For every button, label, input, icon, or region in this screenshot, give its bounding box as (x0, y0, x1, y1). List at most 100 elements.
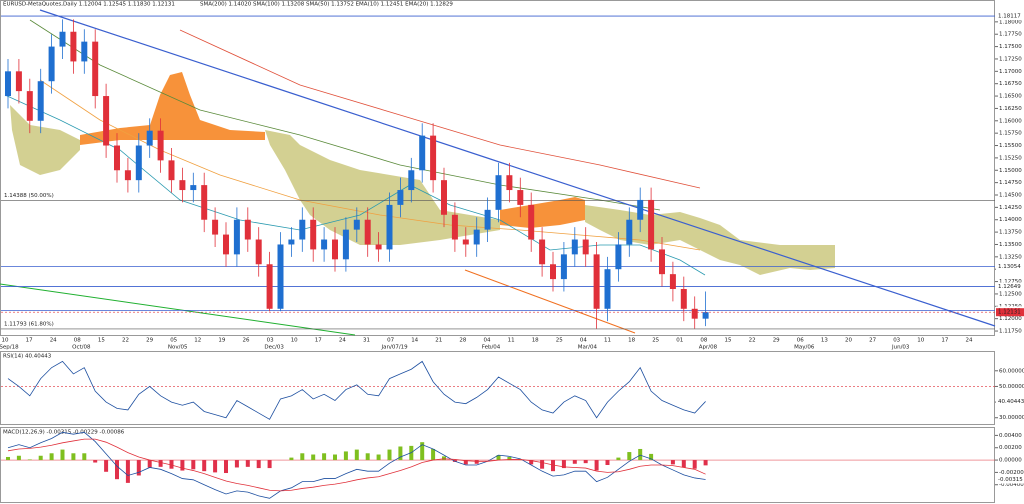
x-tick-label: 10 (291, 338, 298, 344)
y-tick-label: 1.15750 (999, 131, 1022, 137)
histogram-bar (202, 460, 207, 472)
histogram-bar (136, 460, 141, 476)
x-tick-label: 15 (725, 338, 732, 344)
x-tick-label: 17 (26, 338, 33, 344)
candle-body (364, 219, 371, 245)
candle-body (473, 229, 480, 245)
x-tick-label: 11 (604, 338, 611, 344)
candle-body (626, 219, 633, 245)
histogram-bar (322, 453, 327, 461)
indicators: SMA(200) 1.14020 SMA(100) 1.13208 SMA(50… (200, 2, 453, 8)
x-tick-label: 17 (941, 338, 948, 344)
candle-body (615, 244, 622, 270)
trend-line (464, 269, 636, 334)
x-tick-label: 15 (98, 338, 105, 344)
histogram-bar (343, 451, 348, 461)
candle-body (604, 269, 611, 309)
histogram-bar (213, 460, 218, 473)
candle-body (353, 219, 360, 230)
y-tick-label: 1.14250 (999, 205, 1022, 211)
histogram-bar (38, 455, 43, 461)
x-tick-label: 28 (459, 338, 466, 344)
histogram-bar (572, 460, 577, 464)
y-tick-label: 1.13500 (999, 242, 1022, 248)
candle-body (212, 219, 219, 235)
y-tick-label: 1.13250 (999, 254, 1022, 260)
candle-body (691, 308, 698, 319)
x-tick-label: 26 (243, 338, 250, 344)
histogram-bar (191, 460, 196, 470)
histogram-bar (529, 460, 534, 465)
y-tick-label: 60.00000 (999, 368, 1024, 374)
x-month-label: Dec/03 (264, 345, 284, 351)
candle-body (451, 214, 458, 240)
x-tick-label: 03 (267, 338, 274, 344)
y-tick-label: 1.14750 (999, 180, 1022, 186)
cloud (500, 197, 585, 228)
candle-body (430, 135, 437, 181)
x-tick-label: 07 (387, 338, 394, 344)
histogram-bar (507, 456, 512, 461)
histogram-bar (104, 460, 109, 472)
x-tick-label: 18 (628, 338, 635, 344)
y-tick-label: 1.15500 (999, 143, 1022, 149)
histogram-bar (649, 453, 654, 461)
candle-body (288, 239, 295, 245)
x-tick-label: 22 (122, 338, 129, 344)
candle-body (26, 91, 33, 121)
histogram-bar (147, 460, 152, 468)
x-tick-label: 20 (845, 338, 852, 344)
y-tick-label: 1.16500 (999, 94, 1022, 100)
candle-body (462, 239, 469, 245)
x-tick-label: 17 (315, 338, 322, 344)
histogram-bar (670, 460, 675, 465)
y-tick-label: 1.17750 (999, 32, 1022, 38)
cloud (80, 72, 265, 145)
y-tick-label: 1.16250 (999, 106, 1022, 112)
candle-body (560, 254, 567, 280)
y-tick-label: 1.16000 (999, 118, 1022, 124)
cloud (265, 130, 500, 245)
x-tick-label: 10 (2, 338, 9, 344)
price-box (996, 262, 1024, 271)
x-tick-label: 10 (917, 338, 924, 344)
histogram-bar (398, 446, 403, 461)
histogram-bar (234, 460, 239, 468)
candle-body (342, 229, 349, 260)
candle-body (659, 249, 665, 275)
x-month-label: Sep/18 (0, 345, 19, 351)
histogram-bar (245, 460, 250, 467)
candle-body (114, 145, 120, 171)
y-tick-label: 1.14500 (999, 192, 1022, 198)
candle-body (397, 190, 404, 205)
y-tick-label: 1.12500 (999, 291, 1022, 297)
histogram-bar (431, 448, 436, 461)
rsi-panel (0, 351, 995, 425)
candle-body (332, 239, 338, 260)
fib-label: 1.14388 (50.00%) (4, 193, 54, 199)
ichimoku-cloud (10, 105, 835, 275)
header: EURUSD-MetaQuotes,Daily 1.12004 1.12545 … (3, 2, 175, 8)
histogram-bar (27, 459, 32, 461)
price-box-label: -0.00315 (998, 477, 1023, 483)
y-tick-label: 50.00000 (999, 384, 1024, 390)
candle-body (15, 71, 22, 92)
histogram-bar (16, 455, 21, 461)
x-month-label: Feb/04 (482, 345, 501, 351)
x-tick-label: 29 (146, 338, 153, 344)
x-tick-label: 08 (74, 338, 81, 344)
y-tick-label: 1.15250 (999, 155, 1022, 161)
price-box (996, 397, 1024, 406)
moving-average (179, 29, 701, 189)
candle-body (92, 41, 99, 97)
x-tick-label: 25 (652, 338, 659, 344)
candle-body (680, 288, 687, 309)
price-box-label: 1.18117 (998, 14, 1021, 20)
candle-body (37, 81, 44, 121)
candle-body (5, 71, 11, 97)
histogram-bar (376, 454, 381, 461)
candle-body (408, 170, 415, 191)
x-tick-label: 06 (797, 338, 804, 344)
candle-body (81, 41, 88, 62)
